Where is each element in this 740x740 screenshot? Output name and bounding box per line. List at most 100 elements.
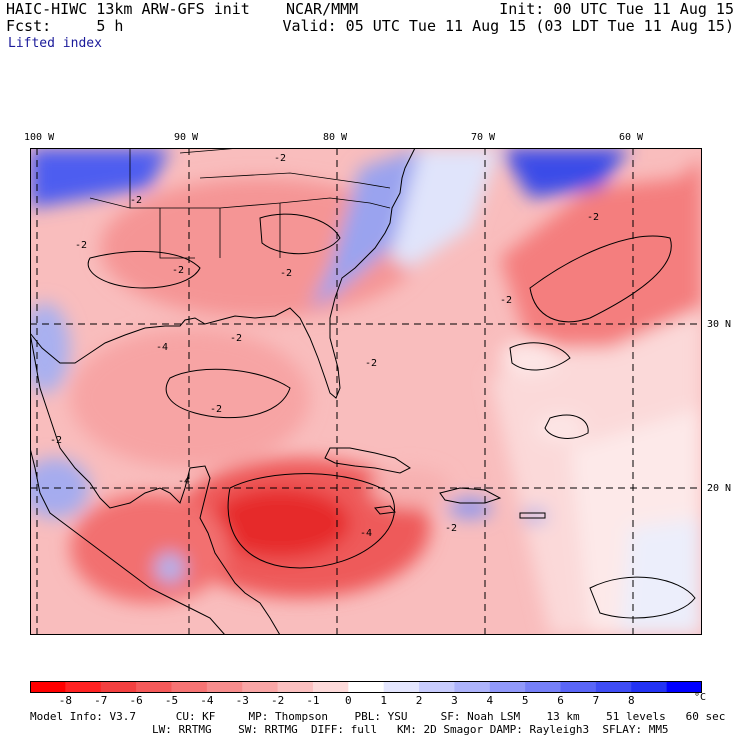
colorbar-segment <box>100 681 137 693</box>
forecast-hour: Fcst: 5 h <box>6 18 123 35</box>
top-center-blue <box>500 148 630 198</box>
contour-label: -4 <box>178 476 190 487</box>
contour-label: -2 <box>75 240 87 251</box>
contour-label: -2 <box>210 404 222 415</box>
colorbar-segment <box>489 681 526 693</box>
contour-labels: -2 -2 -2 -2 -2 -2 -4 -2 -2 -2 -2 -2 -4 -… <box>50 153 599 539</box>
caribbean-deep-red <box>210 488 350 558</box>
colorbar-segment <box>348 681 385 693</box>
colorbar-tick-label: 5 <box>521 694 529 707</box>
colorbar-tick-label: -5 <box>164 694 179 707</box>
lon-label-100w: 100 W <box>24 132 55 143</box>
contour-label: -2 <box>172 265 184 276</box>
contour-label: -2 <box>50 435 62 446</box>
central-america-red <box>70 493 230 603</box>
pacific-coast <box>30 447 226 635</box>
puerto-rico-blue <box>523 510 547 522</box>
colorbar-segment <box>312 681 349 693</box>
colorbar-tick-label: -3 <box>235 694 249 707</box>
field-name: Lifted index <box>8 36 102 51</box>
contour-us-1 <box>259 213 341 255</box>
colorbar-segment <box>560 681 597 693</box>
forecast-label: Fcst: <box>6 17 52 35</box>
contour-label: -4 <box>156 342 168 353</box>
offshore-pale-blue <box>390 148 500 268</box>
pacific-blue-spot <box>155 553 185 583</box>
texas-blue <box>30 303 70 393</box>
lon-label-60w: 60 W <box>619 132 644 143</box>
colorbar-tick-label: -6 <box>129 694 143 707</box>
map-frame <box>30 148 702 635</box>
colorbar-frame <box>30 681 702 693</box>
colorbar-segment <box>666 681 702 693</box>
jamaica <box>374 505 396 515</box>
valid-time: Valid: 05 UTC Tue 11 Aug 15 (03 LDT Tue … <box>282 17 734 35</box>
lon-label-70w: 70 W <box>471 132 496 143</box>
colorbar-segment <box>525 681 562 693</box>
contour-label: -2 <box>230 333 242 344</box>
colorbar-tick-label: 0 <box>345 694 352 707</box>
contour-label: -2 <box>500 295 512 306</box>
contour-label: -2 <box>445 523 457 534</box>
contours <box>87 213 696 619</box>
colorbar-tick-label: 6 <box>557 694 564 707</box>
coastlines <box>30 148 546 635</box>
state-borders <box>89 148 391 259</box>
contour-caribbean <box>227 473 395 569</box>
init-time: Init: 00 UTC Tue 11 Aug 15 <box>499 0 734 18</box>
model-name: HAIC-HIWC 13km ARW-GFS init <box>6 0 250 18</box>
contour-label: -2 <box>274 153 286 164</box>
contour-gulf-2 <box>87 251 201 289</box>
forecast-hours-value: 5 h <box>96 17 124 35</box>
colorbar <box>30 681 702 693</box>
contour-label: -4 <box>360 528 372 539</box>
colorbar-tick-label: 4 <box>486 694 494 707</box>
lifted-index-map: -2 -2 -2 -2 -2 -2 -4 -2 -2 -2 -2 -2 -4 -… <box>30 148 702 635</box>
bahamas-pink <box>370 468 450 508</box>
colorbar-tick-label: -7 <box>94 694 108 707</box>
colorbar-segment <box>136 681 172 693</box>
contour-label: -2 <box>365 358 377 369</box>
contour-ne-atl <box>529 235 672 323</box>
colorbar-segment <box>277 681 314 693</box>
nw-corner-blue <box>30 148 170 208</box>
atlantic-pale-blue <box>620 518 702 635</box>
colorbar-segment <box>206 681 243 693</box>
gulf-pink <box>70 328 310 468</box>
colorbar-segment <box>171 681 208 693</box>
colorbar-segment <box>454 681 491 693</box>
contour-label: -2 <box>587 212 599 223</box>
colorbar-tick-label: -4 <box>200 694 214 707</box>
contour-gulf-1 <box>165 368 291 419</box>
east-coast-blue <box>310 148 440 308</box>
model-title: HAIC-HIWC 13km ARW-GFS init NCAR/MMM <box>6 1 358 18</box>
lon-label-90w: 90 W <box>174 132 199 143</box>
contour-atl-1 <box>509 342 571 371</box>
puerto-rico <box>519 512 546 519</box>
colorbar-segment <box>383 681 420 693</box>
atlantic-light-patch-2 <box>535 414 585 442</box>
lon-label-80w: 80 W <box>323 132 348 143</box>
atlantic-light-patch-1 <box>500 340 560 376</box>
lat-label-20n: 20 N <box>707 483 732 494</box>
contour-label: -2 <box>130 195 142 206</box>
colorbar-segment <box>30 681 66 693</box>
colorbar-segment <box>242 681 279 693</box>
contour-atl-2 <box>544 414 589 439</box>
colorbar-tick-label: 3 <box>451 694 458 707</box>
latlon-grid <box>30 148 702 635</box>
lat-label-30n: 30 N <box>707 319 732 330</box>
colorbar-tick-label: 2 <box>415 694 423 707</box>
ne-atlantic-red <box>500 158 702 348</box>
mexico-central-america-coast <box>30 332 281 635</box>
org-name: NCAR/MMM <box>285 0 359 18</box>
shaded-field <box>30 148 702 635</box>
colorbar-tick-label: -1 <box>306 694 320 707</box>
contour-label: -2 <box>280 268 292 279</box>
gulf-atlantic-coast <box>30 148 416 399</box>
colorbar-tick-label: 1 <box>380 694 387 707</box>
model-info-line-2: LW: RRTMG SW: RRTMG DIFF: full KM: 2D Sm… <box>152 723 669 736</box>
colorbar-tick-label: 8 <box>627 694 635 707</box>
colorbar-unit: °C <box>694 692 707 703</box>
colorbar-tick-label: -2 <box>270 694 285 707</box>
